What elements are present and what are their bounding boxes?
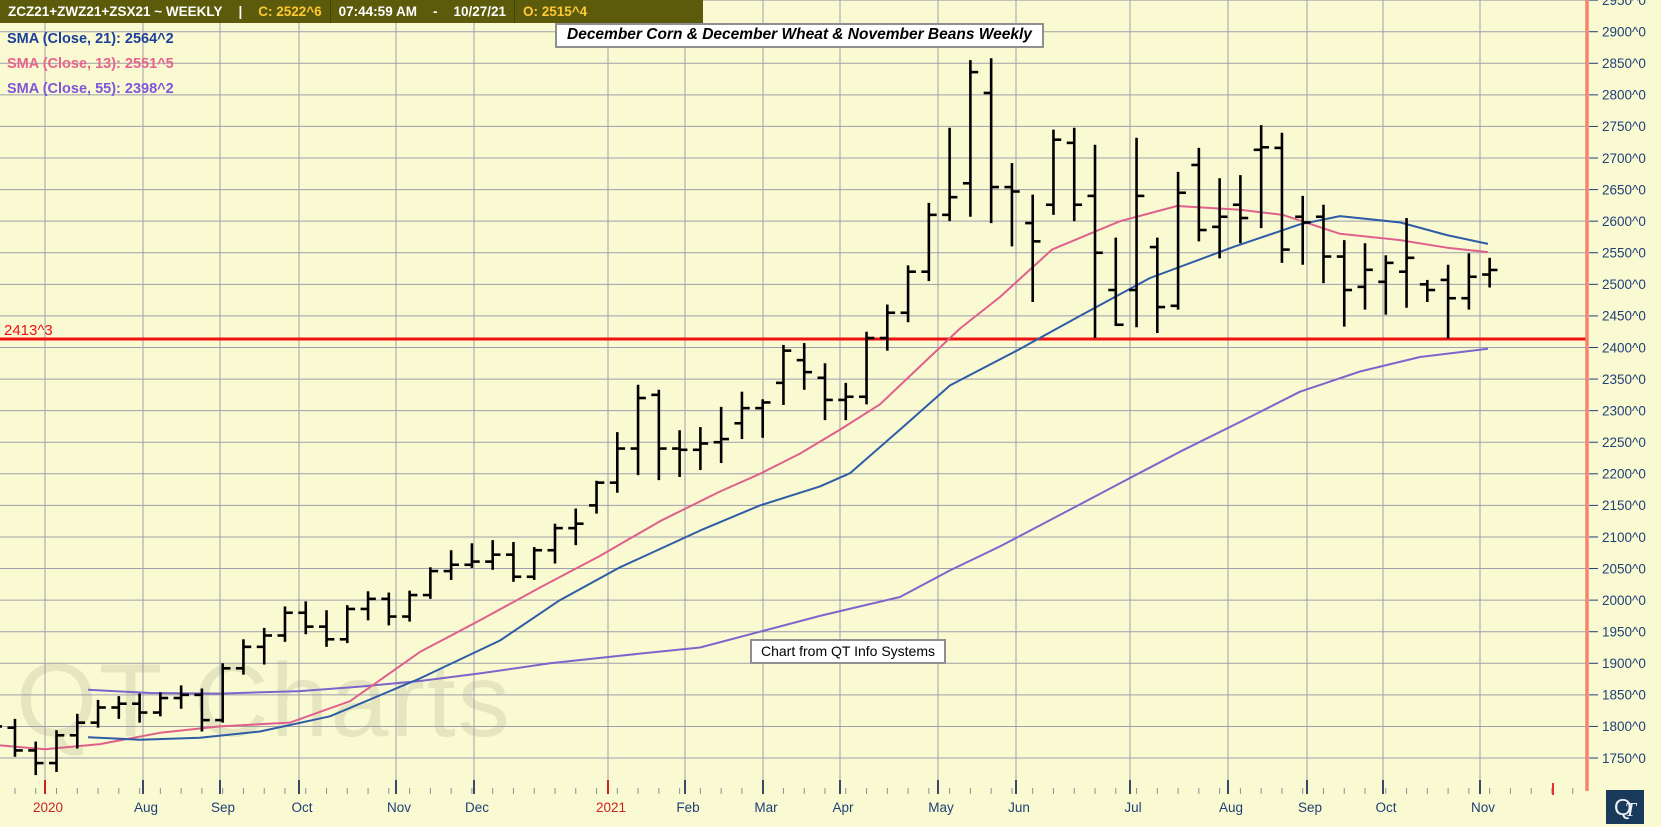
quote-date: 10/27/21 (453, 4, 507, 19)
month-label: Oct (291, 800, 312, 815)
month-label: Nov (387, 800, 411, 815)
header-pipe: | (238, 4, 243, 19)
price-tick-label: 2850^0 (1602, 56, 1646, 71)
price-tick-label: 1850^0 (1602, 688, 1646, 703)
month-label: Dec (465, 800, 489, 815)
price-tick-label: 2350^0 (1602, 372, 1646, 387)
price-tick-label: 2800^0 (1602, 88, 1646, 103)
chart-source-annotation[interactable]: Chart from QT Info Systems (750, 639, 947, 664)
price-tick-label: 2150^0 (1602, 498, 1646, 513)
header-divider (514, 0, 516, 23)
qt-logo: Q T (1606, 790, 1644, 824)
open-quote: O: 2515^4 (523, 4, 588, 19)
price-tick-label: 2750^0 (1602, 119, 1646, 134)
price-tick-label: 2650^0 (1602, 182, 1646, 197)
qt-logo-t: T (1624, 798, 1636, 821)
price-tick-label: 2950^0 (1602, 0, 1646, 8)
price-tick-label: 2200^0 (1602, 467, 1646, 482)
price-tick-label: 2550^0 (1602, 246, 1646, 261)
quote-header-bar: ZCZ21+ZWZ21+ZSX21 ~ WEEKLY | C: 2522^6 0… (0, 0, 703, 23)
price-tick-label: 2600^0 (1602, 214, 1646, 229)
price-tick-label: 1950^0 (1602, 625, 1646, 640)
price-tick-label: 2050^0 (1602, 561, 1646, 576)
alert-line: 2413^3 (0, 322, 1587, 341)
qt-logo-q: Q (1613, 793, 1632, 820)
price-tick-label: 2500^0 (1602, 277, 1646, 292)
price-tick-label: 2450^0 (1602, 309, 1646, 324)
price-tick-label: 2250^0 (1602, 435, 1646, 450)
chart-title-annotation[interactable]: December Corn & December Wheat & Novembe… (555, 23, 1044, 48)
month-label: May (928, 800, 954, 815)
month-label: Feb (676, 800, 699, 815)
month-label: Sep (1298, 800, 1322, 815)
header-dash: - (432, 4, 438, 19)
month-label: 2021 (596, 800, 626, 815)
month-label: Sep (211, 800, 235, 815)
price-tick-label: 1800^0 (1602, 719, 1646, 734)
month-label: 2020 (33, 800, 63, 815)
price-tick-label: 1900^0 (1602, 656, 1646, 671)
header-divider (329, 0, 331, 23)
month-label: Jun (1008, 800, 1030, 815)
price-tick-label: 2700^0 (1602, 151, 1646, 166)
month-label: Aug (1219, 800, 1243, 815)
sma-line (0, 205, 1489, 751)
sma-line (87, 347, 1489, 695)
quote-time: 07:44:59 AM (338, 4, 417, 19)
price-tick-label: 2400^0 (1602, 340, 1646, 355)
month-label: Jul (1124, 800, 1141, 815)
sma-55-label: SMA (Close, 55): 2398^2 (7, 81, 174, 97)
price-axis: 1750^0 1800^0 1850^0 1900^0 1950^0 2000^0 2050… (1585, 0, 1646, 791)
sma-13-label: SMA (Close, 13): 2551^5 (7, 56, 174, 72)
price-tick-label: 2300^0 (1602, 403, 1646, 418)
close-quote: C: 2522^6 (258, 4, 322, 19)
alert-price-label: 2413^3 (4, 322, 53, 339)
month-label: Apr (832, 800, 854, 815)
ohlc-bars (0, 58, 1498, 776)
sma-legend: SMA (Close, 21): 2564^2 SMA (Close, 13):… (7, 27, 174, 102)
symbol-label: ZCZ21+ZWZ21+ZSX21 ~ WEEKLY (8, 4, 223, 19)
sma-21-label: SMA (Close, 21): 2564^2 (7, 31, 174, 47)
grid-lines (0, 0, 1587, 791)
price-tick-label: 2100^0 (1602, 530, 1646, 545)
month-label: Aug (134, 800, 158, 815)
price-tick-label: 2000^0 (1602, 593, 1646, 608)
time-axis: 2020 Aug Sep Oct Nov Dec 2021 Feb Mar Apr May Jun Ju… (14, 780, 1574, 815)
month-label: Mar (754, 800, 778, 815)
price-tick-label: 1750^0 (1602, 751, 1646, 766)
month-label: Nov (1471, 800, 1495, 815)
price-tick-label: 2900^0 (1602, 25, 1646, 40)
month-label: Oct (1375, 800, 1396, 815)
